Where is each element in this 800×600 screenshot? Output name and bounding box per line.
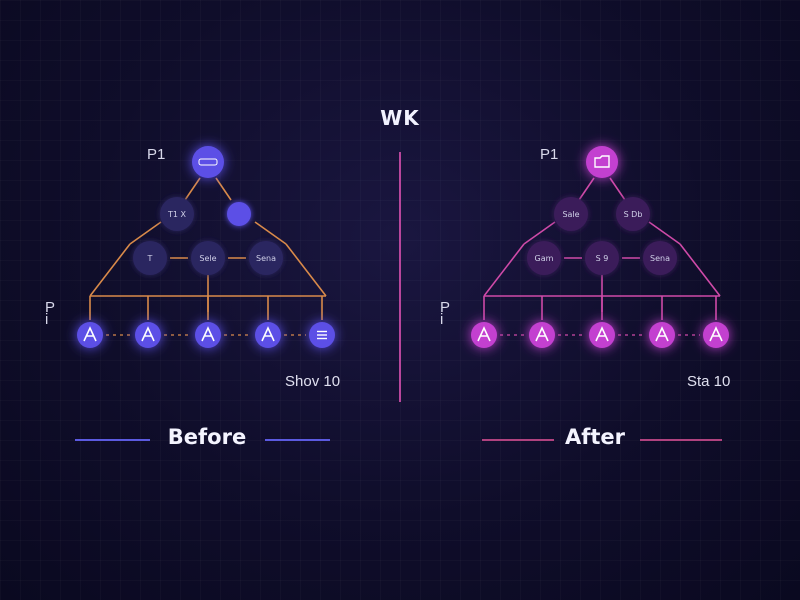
before-level3-node-2 (191, 241, 225, 275)
after-leaf-node-2 (529, 322, 555, 348)
diagram-title: WK (380, 106, 420, 130)
edge-diag-left (483, 243, 525, 297)
before-top-label: P1 (147, 146, 166, 163)
before-nodes: T1 X T Sele Sena (77, 146, 335, 348)
letter-a-icon (709, 326, 723, 342)
after-level2-label-1: Sale (562, 210, 579, 219)
after-leaf-node-5 (703, 322, 729, 348)
before-leaf-node-2 (135, 322, 161, 348)
before-stat: Shov 10 (285, 373, 341, 390)
after-level3-node-3 (643, 241, 677, 275)
edge-l2-right (254, 221, 287, 245)
before-footer-label: Before (167, 425, 247, 449)
after-root-node (586, 146, 618, 178)
before-leaf-node-4 (255, 322, 281, 348)
after-side-label: P i (440, 299, 451, 328)
before-side-label: P i (45, 299, 56, 328)
before-level2-node-2 (227, 202, 251, 226)
letter-a-icon (477, 326, 491, 342)
before-level3-label-2: Sele (199, 254, 216, 263)
after-level3-node-2 (585, 241, 619, 275)
after-nodes: Sale S Db Gam S 9 Sena (471, 146, 729, 348)
edge-diag-left (89, 243, 131, 297)
edge-root-left (578, 177, 595, 201)
after-stat: Sta 10 (687, 373, 731, 390)
before-level2-label-1: T1 X (167, 210, 187, 219)
before-level2-node-1 (160, 197, 194, 231)
edge-root-left (184, 177, 201, 201)
edge-diag-right (285, 243, 327, 297)
edge-root-right (609, 177, 626, 201)
before-level3-label-3: Sena (256, 254, 276, 263)
edge-diag-right (679, 243, 721, 297)
letter-a-icon (141, 326, 155, 342)
after-level2-label-2: S Db (624, 210, 643, 219)
before-level3-label-1: T (147, 254, 153, 263)
letter-a-icon (261, 326, 275, 342)
edge-l2-right (648, 221, 681, 245)
letter-a-icon (595, 326, 609, 342)
letter-a-icon (535, 326, 549, 342)
before-leaf-node-3 (195, 322, 221, 348)
before-footer-line-right (265, 439, 330, 441)
after-level3-label-2: S 9 (596, 254, 609, 263)
after-footer-line-right (640, 439, 722, 441)
after-edges (483, 177, 721, 336)
letter-a-icon (201, 326, 215, 342)
after-top-label: P1 (540, 146, 559, 163)
after-leaf-node-4 (649, 322, 675, 348)
letter-a-icon (83, 326, 97, 342)
after-leaf-node-3 (589, 322, 615, 348)
before-edges (89, 177, 327, 336)
list-icon (317, 330, 327, 340)
before-leaf-node-1 (77, 322, 103, 348)
folder-icon (594, 155, 610, 168)
before-level3-node-3 (249, 241, 283, 275)
after-level3-label-3: Sena (650, 254, 670, 263)
after-level2-node-2 (616, 197, 650, 231)
after-leaf-node-1 (471, 322, 497, 348)
after-footer-line-left (482, 439, 554, 441)
edge-l2-left (129, 221, 162, 245)
before-tree: T1 X T Sele Sena (77, 146, 335, 348)
after-level2-node-1 (554, 197, 588, 231)
after-footer-label: After (564, 425, 626, 449)
before-level3-node-1 (133, 241, 167, 275)
after-level3-label-1: Gam (535, 254, 554, 263)
after-tree: Sale S Db Gam S 9 Sena (471, 146, 729, 348)
badge-icon (198, 158, 218, 166)
after-level3-node-1 (527, 241, 561, 275)
before-root-node (192, 146, 224, 178)
edge-root-right (215, 177, 232, 201)
edge-l2-left (523, 221, 556, 245)
before-footer-line-left (75, 439, 150, 441)
letter-a-icon (655, 326, 669, 342)
